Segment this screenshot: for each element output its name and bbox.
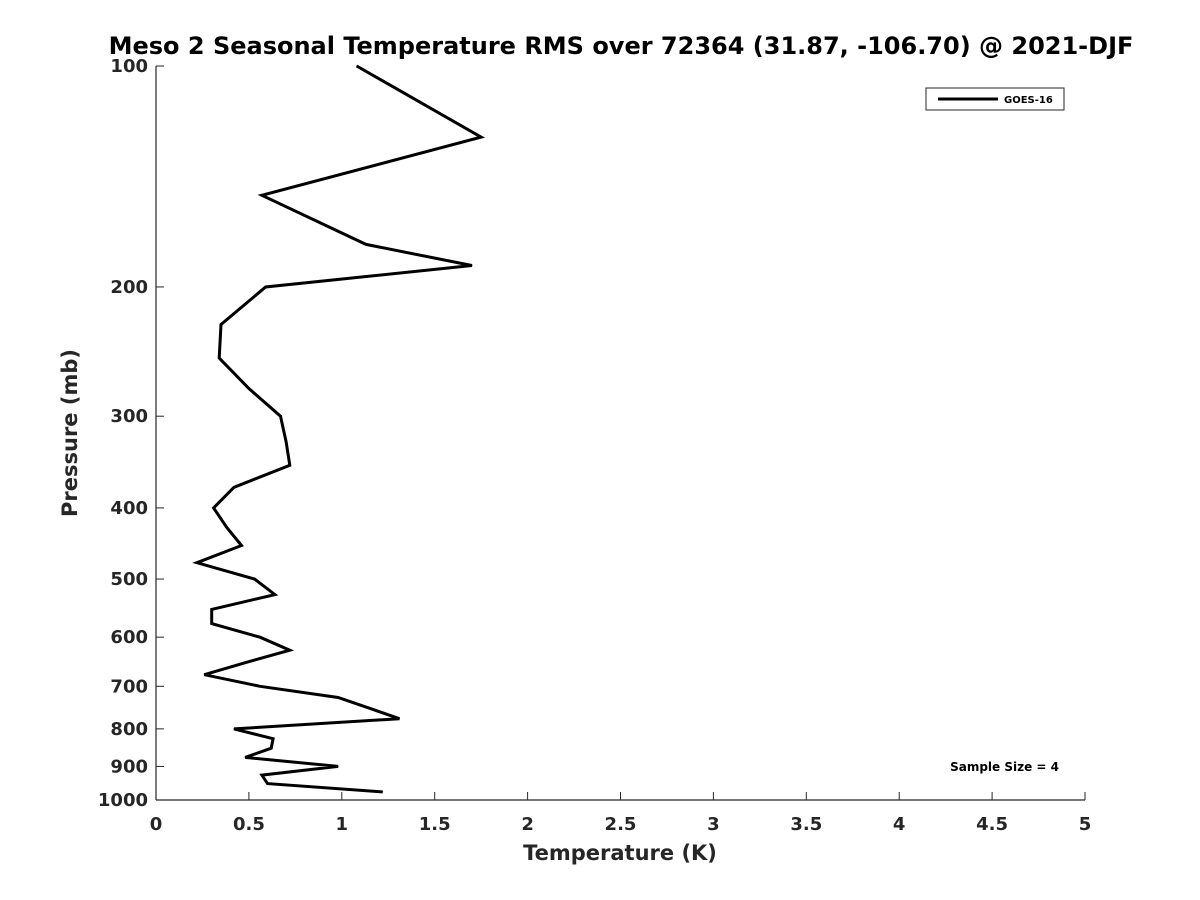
data-point [218, 357, 220, 359]
x-tick-label: 1.5 [419, 814, 451, 835]
x-tick-label: 0.5 [233, 814, 265, 835]
data-point [471, 265, 473, 266]
data-point [261, 194, 263, 196]
y-ticks: 100 200 300 400 500 600 700 800 900 1000 [98, 56, 164, 811]
y-axis-label: Pressure (mb) [58, 349, 82, 517]
data-point [261, 774, 263, 776]
data-point [285, 441, 287, 443]
legend-label-goes-16: GOES-16 [1004, 95, 1053, 106]
data-point [270, 747, 272, 749]
series-line-goes-16 [192, 64, 486, 794]
data-point [369, 707, 371, 709]
chart-title: Meso 2 Seasonal Temperature RMS over 723… [109, 32, 1134, 60]
data-point [274, 594, 276, 596]
data-point [233, 486, 235, 488]
x-axis-label: Temperature (K) [523, 841, 717, 865]
data-point [220, 324, 222, 325]
data-point [398, 718, 400, 720]
data-point [259, 685, 261, 687]
y-tick-label: 100 [110, 56, 148, 77]
data-point [337, 765, 339, 767]
x-ticks: 0 0.5 1 1.5 2 2.5 3 3.5 4 4.5 5 [150, 792, 1092, 835]
y-tick-label: 700 [110, 676, 148, 697]
x-tick-label: 4.5 [976, 814, 1008, 835]
x-tick-label: 2.5 [605, 814, 637, 835]
data-point [211, 623, 213, 625]
x-tick-label: 3 [707, 814, 720, 835]
y-tick-label: 400 [110, 498, 148, 519]
data-point [203, 674, 205, 676]
sample-size-annotation: Sample Size = 4 [950, 760, 1059, 774]
data-point [480, 136, 482, 138]
data-point [365, 243, 367, 245]
y-tick-label: 1000 [98, 790, 148, 811]
data-point [241, 545, 242, 546]
data-point [382, 791, 384, 793]
data-point [289, 464, 291, 466]
data-point [267, 783, 268, 785]
data-point [265, 286, 267, 288]
data-point [254, 578, 255, 580]
data-point [272, 738, 274, 740]
y-tick-label: 200 [110, 277, 148, 298]
y-tick-label: 900 [110, 756, 148, 777]
data-point [213, 507, 215, 509]
series-layer [192, 64, 486, 794]
data-point [289, 649, 291, 651]
data-point [233, 728, 235, 730]
data-point [356, 65, 358, 67]
data-point [244, 756, 246, 758]
data-point [259, 636, 261, 638]
data-point [248, 388, 250, 389]
data-point [226, 526, 228, 528]
data-point [337, 697, 339, 698]
x-tick-label: 3.5 [790, 814, 822, 835]
x-tick-label: 5 [1079, 814, 1092, 835]
data-point [280, 415, 281, 417]
y-tick-label: 600 [110, 627, 148, 648]
x-tick-label: 2 [521, 814, 534, 835]
data-point [244, 662, 246, 664]
y-tick-label: 500 [110, 569, 148, 590]
y-tick-label: 800 [110, 719, 148, 740]
x-tick-label: 0 [150, 814, 163, 835]
y-tick-label: 300 [110, 406, 148, 427]
legend: GOES-16 [925, 87, 1065, 111]
x-tick-label: 1 [336, 814, 349, 835]
x-tick-label: 4 [893, 814, 906, 835]
data-point [211, 608, 213, 610]
data-point [196, 562, 198, 564]
